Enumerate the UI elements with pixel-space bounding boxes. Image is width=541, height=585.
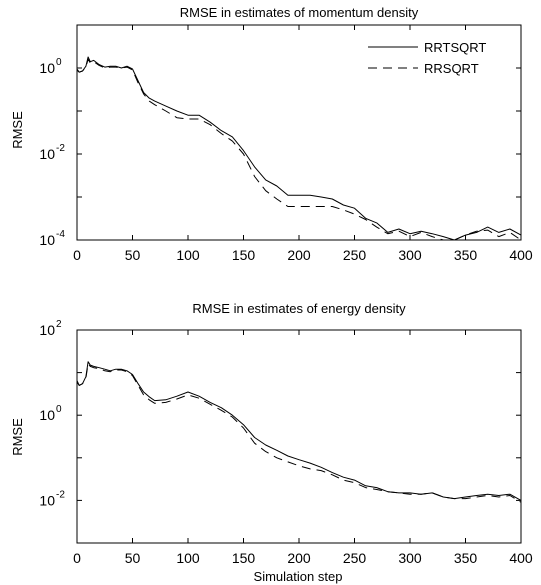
momentum-y-tick-label: 10 [39, 146, 55, 162]
momentum-x-tick-label: 0 [73, 247, 81, 263]
momentum-y-tick-label: 10 [39, 60, 55, 76]
energy-panel: RMSE in estimates of energy density RMSE… [10, 301, 533, 584]
momentum-x-tick-label: 150 [232, 247, 256, 263]
momentum-series-rrsqrt [76, 58, 522, 241]
energy-title: RMSE in estimates of energy density [192, 301, 406, 316]
momentum-title: RMSE in estimates of momentum density [180, 5, 419, 20]
momentum-y-tick-exponent: 0 [56, 57, 62, 68]
energy-x-tick-label: 50 [125, 550, 141, 566]
energy-plot-frame [76, 329, 522, 544]
momentum-panel: RMSE in estimates of momentum density RM… [10, 5, 533, 263]
energy-y-tick-exponent: -2 [56, 489, 65, 500]
momentum-x-tick-label: 50 [125, 247, 141, 263]
legend: RRTSQRT RRSQRT [363, 36, 503, 80]
momentum-series-rrtsqrt [76, 56, 522, 241]
energy-y-tick-label: 10 [39, 407, 55, 423]
energy-x-tick-label: 300 [398, 550, 422, 566]
momentum-x-tick-label: 300 [398, 247, 422, 263]
energy-y-tick-exponent: 2 [56, 319, 62, 330]
momentum-y-axis-label: RMSE [10, 111, 25, 149]
momentum-x-tick-label: 400 [509, 247, 533, 263]
energy-x-tick-label: 0 [73, 550, 81, 566]
energy-x-tick-label: 350 [454, 550, 478, 566]
momentum-x-tick-label: 350 [454, 247, 478, 263]
momentum-y-tick-label: 10 [39, 232, 55, 248]
momentum-x-tick-label: 250 [343, 247, 367, 263]
legend-rrsqrt-label: RRSQRT [424, 61, 479, 76]
legend-box [363, 36, 503, 80]
energy-x-tick-label: 150 [232, 550, 256, 566]
momentum-y-tick-exponent: -2 [56, 143, 65, 154]
energy-series-rrtsqrt [76, 361, 522, 501]
energy-series-rrsqrt [76, 363, 522, 503]
energy-x-tick-label: 400 [509, 550, 533, 566]
momentum-y-tick-exponent: -4 [56, 229, 65, 240]
energy-x-tick-label: 250 [343, 550, 367, 566]
energy-y-tick-label: 10 [39, 492, 55, 508]
energy-y-tick-exponent: 0 [56, 404, 62, 415]
energy-x-tick-label: 200 [287, 550, 311, 566]
energy-x-axis-label: Simulation step [254, 569, 343, 584]
energy-y-axis-label: RMSE [10, 418, 25, 456]
legend-rrtsqrt-label: RRTSQRT [424, 40, 486, 55]
energy-x-tick-label: 100 [176, 550, 200, 566]
momentum-x-tick-label: 100 [176, 247, 200, 263]
momentum-x-tick-label: 200 [287, 247, 311, 263]
energy-y-tick-label: 10 [39, 322, 55, 338]
